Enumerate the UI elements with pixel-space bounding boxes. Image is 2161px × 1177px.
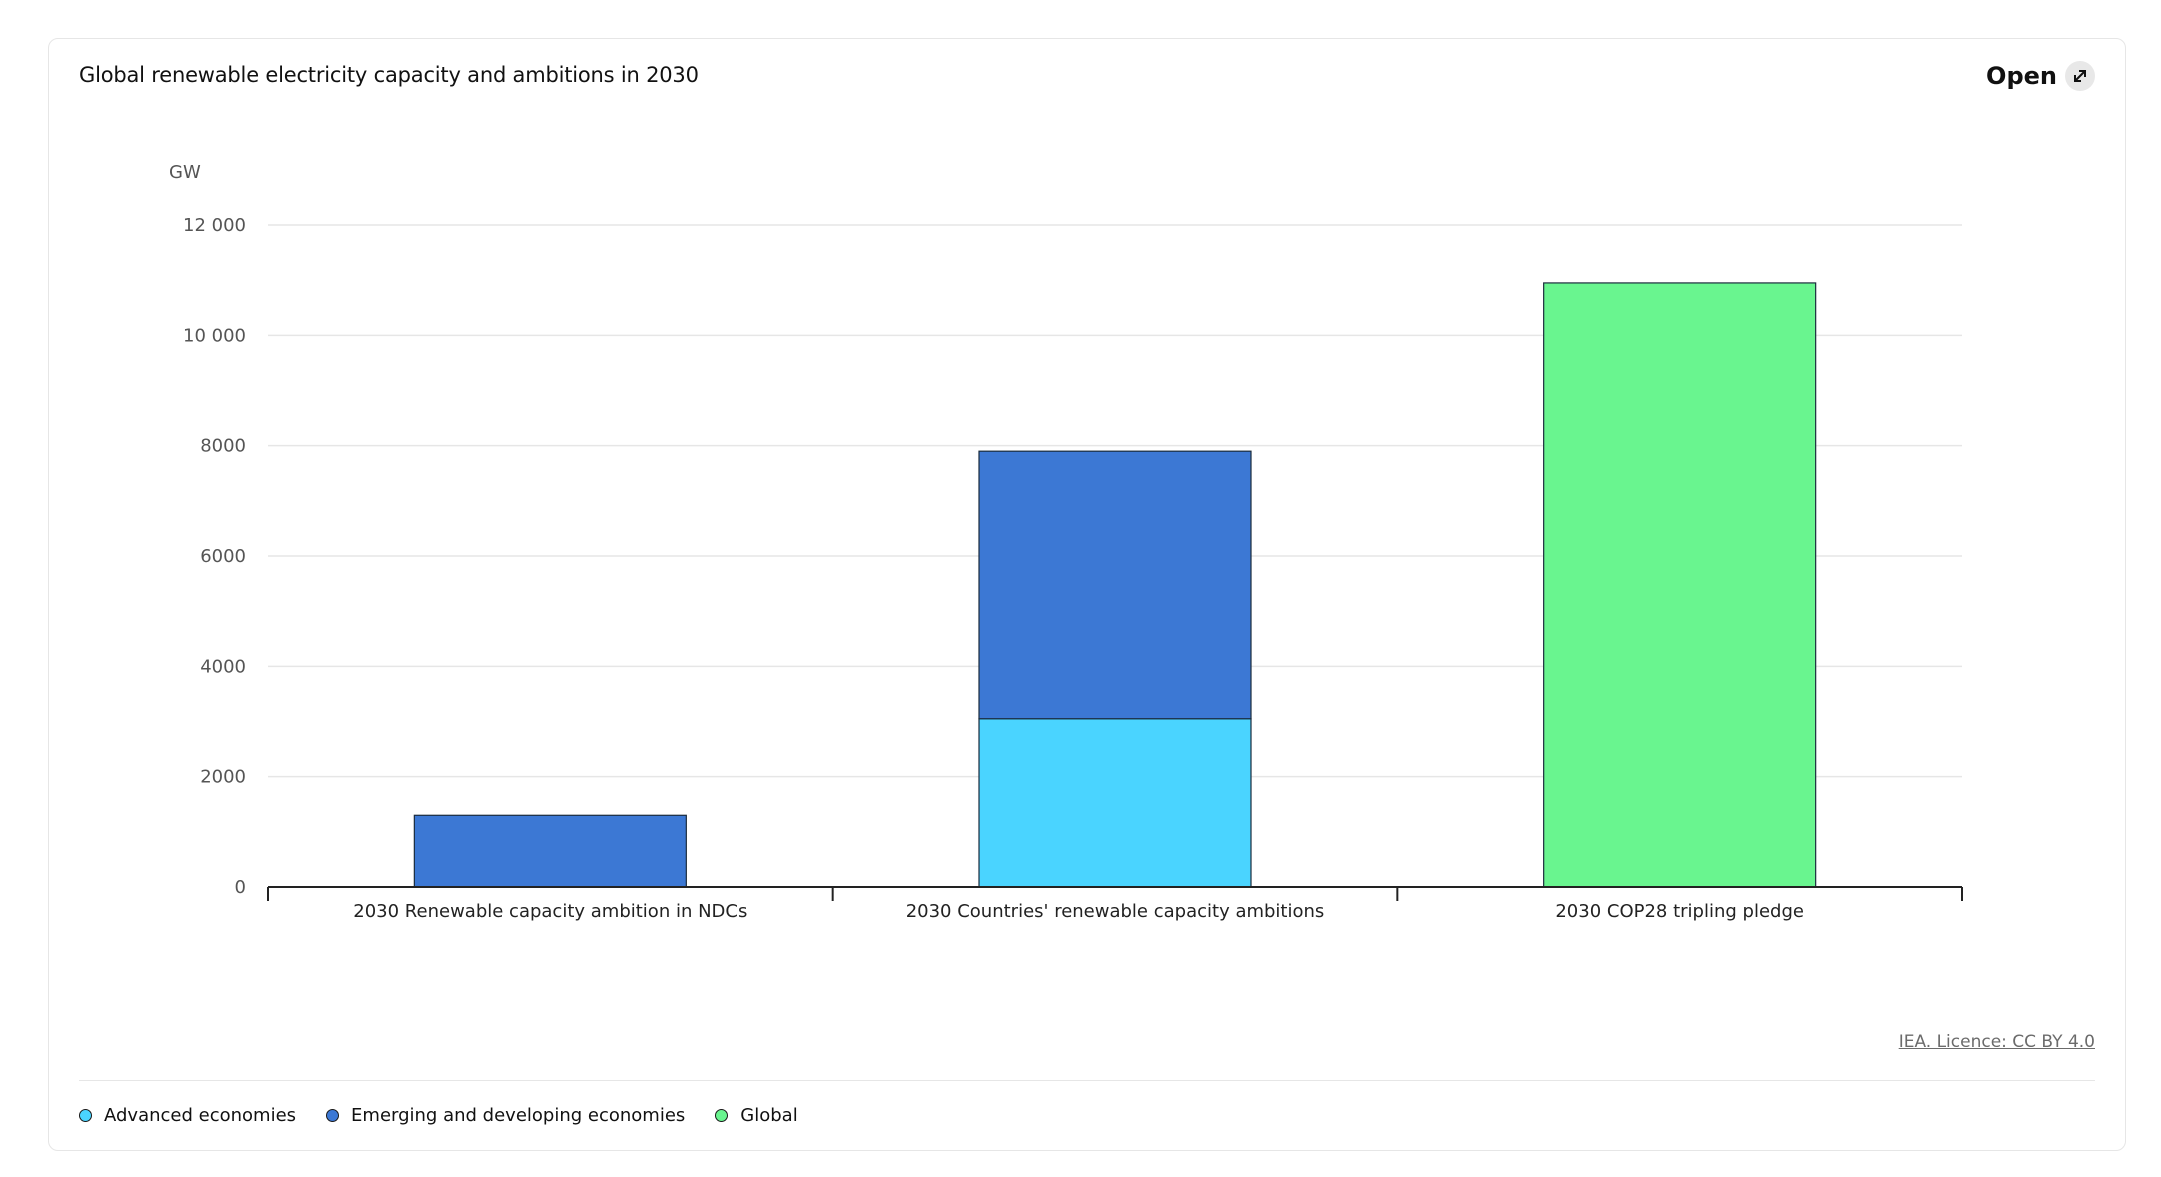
y-tick-label: 2000 [200, 767, 246, 788]
x-tick-label: 2030 Renewable capacity ambition in NDCs [353, 901, 747, 922]
licence-link[interactable]: IEA. Licence: CC BY 4.0 [1898, 1032, 2095, 1052]
x-tick-label: 2030 Countries' renewable capacity ambit… [906, 901, 1325, 922]
legend-label: Advanced economies [104, 1105, 297, 1126]
x-axis [267, 886, 1963, 901]
legend-item-advanced-economies[interactable]: Advanced economies [79, 1105, 296, 1126]
y-tick-label: 10 000 [183, 325, 246, 346]
legend-divider [79, 1080, 2095, 1081]
y-tick-label: 0 [235, 877, 246, 898]
x-axis-labels: 2030 Renewable capacity ambition in NDCs… [353, 901, 1804, 922]
chart-card: Global renewable electricity capacity an… [48, 38, 2126, 1151]
bars [413, 282, 1817, 888]
chart-title: Global renewable electricity capacity an… [79, 63, 699, 87]
y-axis-label: GW [169, 162, 201, 183]
y-tick-label: 8000 [200, 436, 246, 457]
y-axis-ticks: 0 2000 4000 6000 8000 10 000 12 000 [183, 215, 246, 898]
legend-swatch [715, 1109, 729, 1122]
y-tick-label: 4000 [200, 656, 246, 677]
bar-segment [978, 450, 1252, 720]
legend-label: Emerging and developing economies [351, 1105, 686, 1126]
bar-chart: GW 0 2000 4000 6000 8000 10 000 12 000 2030 Re… [169, 162, 1963, 922]
legend-item-emerging-economies[interactable]: Emerging and developing economies [326, 1105, 685, 1126]
bar-segment [978, 718, 1252, 888]
y-tick-label: 12 000 [183, 215, 246, 236]
expand-arrow-icon [2065, 61, 2095, 91]
legend-item-global[interactable]: Global [715, 1105, 798, 1126]
legend-label: Global [740, 1105, 798, 1126]
x-tick-label: 2030 COP28 tripling pledge [1555, 901, 1804, 922]
bar-segment [413, 814, 687, 888]
open-button-label: Open [1986, 62, 2057, 90]
open-button[interactable]: Open [1986, 61, 2095, 91]
legend: Advanced economies Emerging and developi… [79, 1105, 798, 1126]
legend-swatch [79, 1109, 92, 1122]
bar-segment [1543, 282, 1817, 888]
y-tick-label: 6000 [200, 546, 246, 567]
legend-swatch [326, 1109, 340, 1122]
